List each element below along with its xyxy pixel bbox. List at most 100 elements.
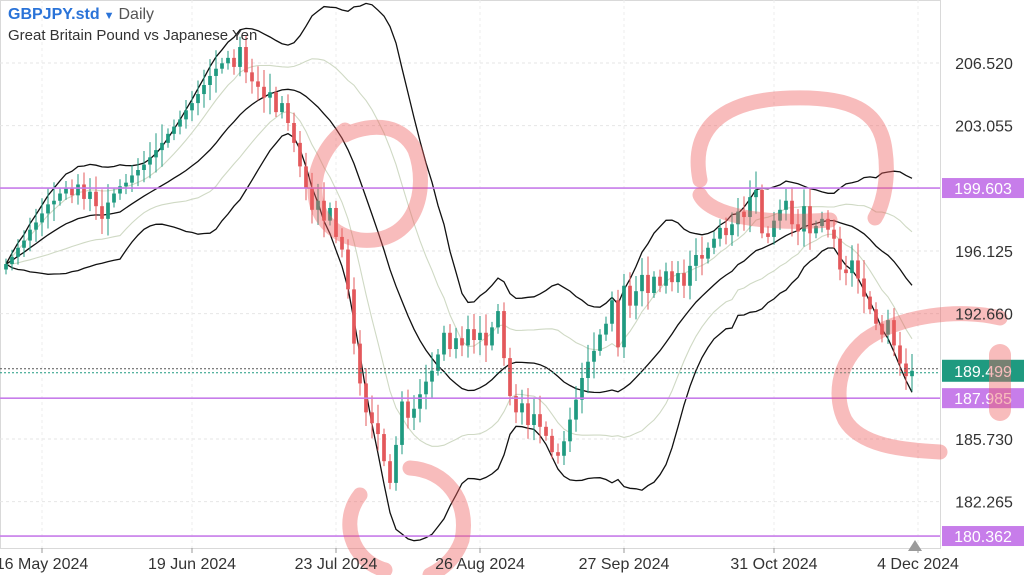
candle-body [868,296,872,310]
candle-body [856,260,860,279]
candle-body [328,207,332,221]
candle-body [814,226,818,234]
candle-body [754,189,758,198]
candle-body [142,164,146,171]
x-tick-label: 26 Aug 2024 [435,556,525,573]
candle-body [4,264,8,270]
candle-body [262,86,266,98]
candle-body [580,377,584,400]
candle-body [682,273,686,286]
candle-body [10,256,14,265]
candle-body [256,81,260,87]
candle-body [502,311,506,359]
horizontal-levels: 199.603 187.985 180.362 [0,178,1024,547]
chart-header: GBPJPY.std ▼ Daily Great Britain Pound vs … [8,6,257,44]
candle-body [184,110,188,120]
level-label-bg [942,388,1024,409]
plot-frame [0,0,941,549]
candle-body [760,189,764,234]
candle-body [208,75,212,86]
candle-body [544,426,548,436]
candle-body [178,119,182,127]
candle-body [898,345,902,364]
candle-body [442,332,446,355]
candle-body [64,188,68,194]
candle-body [766,233,770,237]
candle-body [22,240,26,248]
candlesticks [4,35,914,491]
candle-body [508,358,512,397]
candle-body [352,289,356,344]
timeframe-label[interactable]: Daily [118,6,155,23]
y-tick-label: 196.125 [955,244,1013,261]
scroll-marker-icon[interactable] [908,540,922,551]
candle-body [670,271,674,283]
x-tick-label: 23 Jul 2024 [295,556,378,573]
candle-body [802,206,806,232]
current-price-label-bg [942,359,1024,382]
candle-body [34,222,38,230]
candle-body [532,414,536,426]
candle-body [280,103,284,113]
candle-body [598,334,602,351]
candle-body [292,122,296,143]
candle-body [892,320,896,346]
candle-body [460,338,464,346]
candle-body [322,200,326,221]
candle-body [52,200,56,205]
candle-body [664,271,668,286]
candle-body [748,197,752,218]
candle-body [652,276,656,293]
candle-body [694,255,698,266]
candle-body [376,423,380,435]
candle-body [736,211,740,225]
symbol-description: Great Britain Pound vs Japanese Yen [8,27,258,44]
bb-middle-line [5,88,913,394]
candle-body [16,247,20,257]
symbol-dropdown-icon[interactable]: ▼ [103,10,115,22]
candle-body [820,218,824,227]
bollinger-bands [5,2,913,542]
candle-body [76,184,80,196]
current-price-line: 189.499 [0,359,1024,382]
candle-body [46,204,50,214]
candle-body [148,157,152,165]
candle-body [550,435,554,453]
candle-body [610,300,614,324]
candle-body [334,207,338,237]
candle-body [562,441,566,456]
candle-body [382,434,386,462]
candle-body [844,269,848,274]
bb-lower-line [5,132,913,542]
level-label-bg [942,178,1024,199]
candle-body [634,291,638,306]
candle-body [214,68,218,76]
candle-body [124,182,128,187]
candle-body [238,47,242,67]
y-tick-label: 185.730 [955,432,1013,449]
candle-body [448,332,452,350]
candle-body [568,419,572,442]
candle-body [274,92,278,113]
x-tick-label: 19 Jun 2024 [148,556,236,573]
candle-body [592,350,596,362]
candle-body [268,92,272,98]
candle-body [538,414,542,427]
candle-body [622,285,626,348]
candle-body [394,444,398,483]
candle-body [790,200,794,225]
current-price-label: 189.499 [954,364,1012,381]
candle-body [154,150,158,158]
symbol-name[interactable]: GBPJPY.std [8,6,100,23]
candle-body [358,343,362,384]
candle-body [874,309,878,324]
candle-body [586,361,590,378]
candle-body [838,238,842,270]
candle-body [190,103,194,111]
highlight-circle [831,306,1008,460]
candle-body [436,354,440,371]
candle-body [94,191,98,207]
candle-body [28,229,32,241]
candle-body [910,370,914,377]
